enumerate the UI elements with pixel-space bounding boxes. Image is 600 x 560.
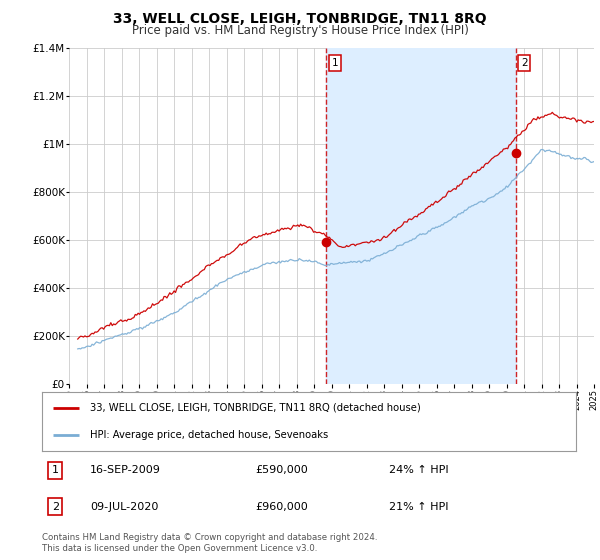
Text: 33, WELL CLOSE, LEIGH, TONBRIDGE, TN11 8RQ (detached house): 33, WELL CLOSE, LEIGH, TONBRIDGE, TN11 8…	[90, 403, 421, 413]
Text: HPI: Average price, detached house, Sevenoaks: HPI: Average price, detached house, Seve…	[90, 430, 328, 440]
Text: 16-SEP-2009: 16-SEP-2009	[90, 465, 161, 475]
Bar	[326, 48, 515, 384]
Text: 21% ↑ HPI: 21% ↑ HPI	[389, 502, 449, 511]
Text: 33, WELL CLOSE, LEIGH, TONBRIDGE, TN11 8RQ: 33, WELL CLOSE, LEIGH, TONBRIDGE, TN11 8…	[113, 12, 487, 26]
Text: Price paid vs. HM Land Registry's House Price Index (HPI): Price paid vs. HM Land Registry's House …	[131, 24, 469, 36]
Text: 2: 2	[521, 58, 527, 68]
Text: 2: 2	[52, 502, 59, 511]
Text: £960,000: £960,000	[256, 502, 308, 511]
Text: 09-JUL-2020: 09-JUL-2020	[90, 502, 158, 511]
Text: £590,000: £590,000	[256, 465, 308, 475]
Text: 1: 1	[332, 58, 338, 68]
Text: 1: 1	[52, 465, 59, 475]
Text: 24% ↑ HPI: 24% ↑ HPI	[389, 465, 449, 475]
Text: Contains HM Land Registry data © Crown copyright and database right 2024.
This d: Contains HM Land Registry data © Crown c…	[42, 533, 377, 553]
